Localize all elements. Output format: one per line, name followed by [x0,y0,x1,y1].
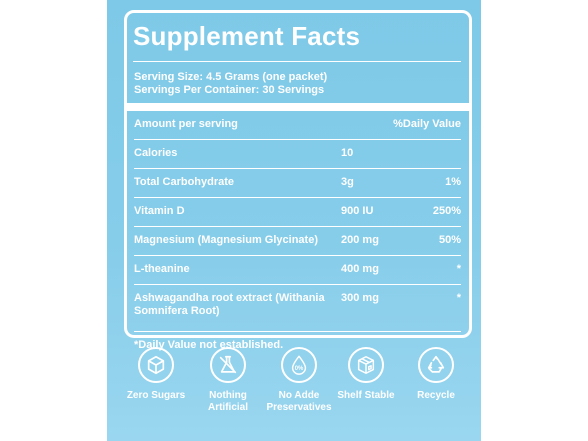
nutrient-amount: 900 IU [341,205,374,217]
recycle-icon [418,347,454,383]
cube-icon [138,347,174,383]
badge-zero-sugars: Zero Sugars [121,347,191,402]
daily-value-note: *Daily Value not established. [134,339,284,351]
box-icon [348,347,384,383]
facts-row-l-theanine: L-theanine 400 mg * [134,256,461,285]
drop-zero-percent-icon: 0% [281,347,317,383]
nutrient-amount: 300 mg [341,292,379,304]
nutrient-amount: 200 mg [341,234,379,246]
servings-per-container: Servings Per Container: 30 Servings [134,84,325,96]
facts-row-carbohydrate: Total Carbohydrate 3g 1% [134,169,461,198]
facts-row-ashwagandha: Ashwagandha root extract (Withania Somni… [134,285,461,332]
facts-header-row: Amount per serving %Daily Value [134,111,461,140]
feature-badges: Zero Sugars Nothing Artificial 0% No Add… [107,347,481,437]
nutrient-name: Magnesium (Magnesium Glycinate) [134,234,318,246]
serving-info: Serving Size: 4.5 Grams (one packet) Ser… [134,62,461,103]
nutrient-name: Ashwagandha root extract (Withania Somni… [134,292,325,317]
drop-percent-text: 0% [295,366,304,372]
facts-title: Supplement Facts [133,19,461,62]
flask-crossed-icon [210,347,246,383]
nutrient-dv: * [456,263,461,275]
facts-row-magnesium: Magnesium (Magnesium Glycinate) 200 mg 5… [134,227,461,256]
product-panel: Supplement Facts Serving Size: 4.5 Grams… [107,0,481,441]
badge-shelf-stable: Shelf Stable [331,347,401,402]
thick-divider [127,103,469,111]
nutrient-dv: 250% [432,205,461,217]
nutrient-amount: 10 [341,147,354,159]
nutrient-name: Calories [134,147,178,159]
nutrient-dv: 1% [445,176,461,188]
nutrient-name: L-theanine [134,263,190,275]
nutrient-name: Vitamin D [134,205,185,217]
badge-label: Shelf Stable [337,390,395,401]
supplement-facts-box: Supplement Facts Serving Size: 4.5 Grams… [124,10,472,351]
badge-label: No Adde Preservatives [266,390,332,413]
amount-header: Amount per serving [134,118,238,130]
nutrient-name: Total Carbohydrate [134,176,235,188]
badge-recycle: Recycle [401,347,471,402]
facts-row-calories: Calories 10 [134,140,461,169]
nutrient-dv: 50% [438,234,461,246]
nutrient-amount: 3g [341,176,354,188]
badge-label: Nothing Artificial [207,390,248,413]
dv-header: %Daily Value [393,118,461,130]
facts-row-vitamin-d: Vitamin D 900 IU 250% [134,198,461,227]
nutrient-amount: 400 mg [341,263,379,275]
serving-size: Serving Size: 4.5 Grams (one packet) [134,71,328,83]
badge-nothing-artificial: Nothing Artificial [193,347,263,414]
badge-no-preservatives: 0% No Adde Preservatives [264,347,334,414]
badge-label: Zero Sugars [126,390,186,401]
badge-label: Recycle [417,390,455,401]
nutrient-dv: * [456,292,461,304]
